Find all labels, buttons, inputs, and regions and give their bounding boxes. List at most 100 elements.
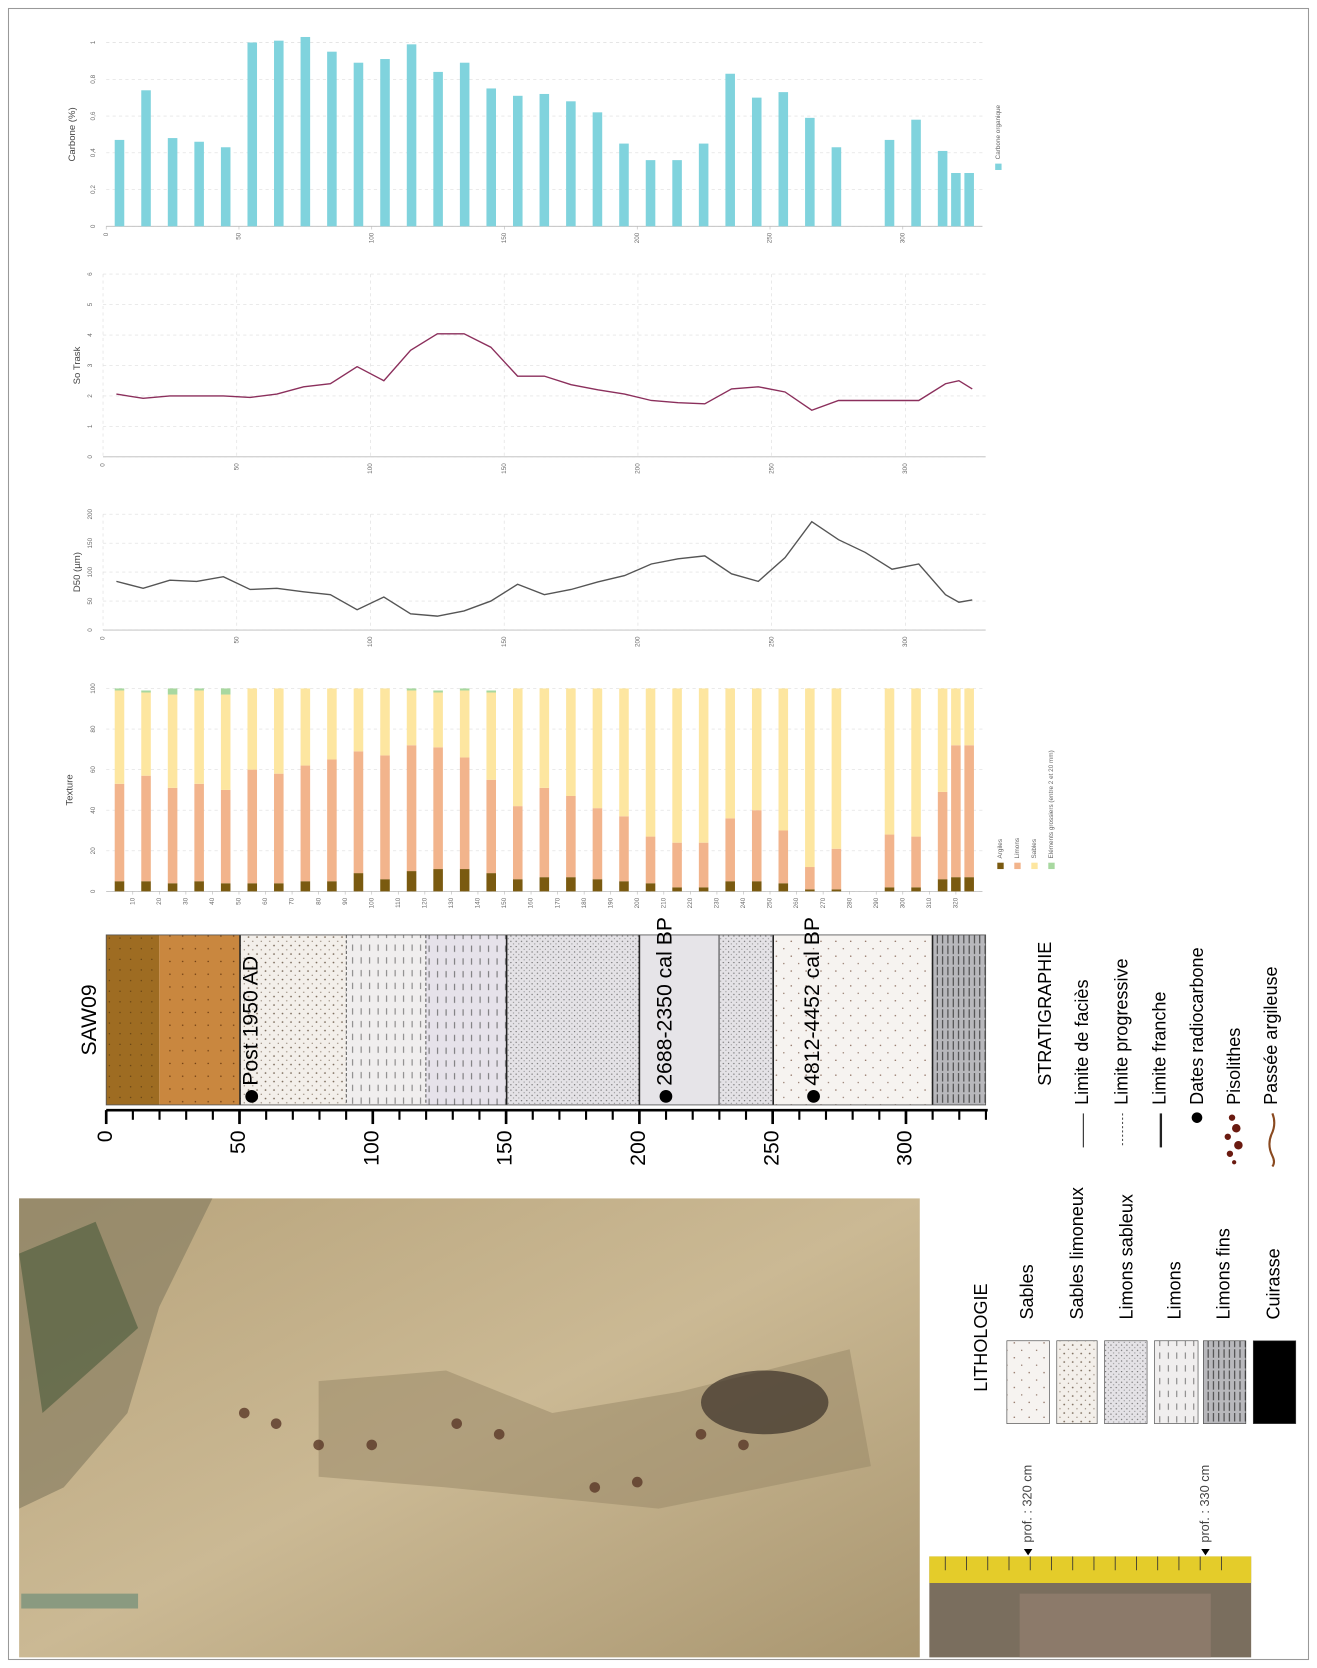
column-tick-label: 150 bbox=[493, 1130, 517, 1165]
bar bbox=[805, 117, 815, 227]
y-tick-label: 4 bbox=[87, 333, 94, 337]
x-tick-label: 230 bbox=[714, 897, 721, 908]
x-tick-label: 100 bbox=[367, 636, 374, 647]
legend-swatch bbox=[997, 862, 1004, 870]
bar bbox=[672, 160, 682, 227]
bar bbox=[433, 690, 443, 693]
y-tick-label: 0,4 bbox=[90, 148, 97, 157]
y-axis-label: Texture bbox=[65, 774, 76, 805]
bar bbox=[672, 887, 682, 892]
x-tick-label: 300 bbox=[902, 463, 909, 474]
column-tick-label: 250 bbox=[759, 1130, 783, 1165]
bar bbox=[274, 773, 284, 884]
legend-title: STRATIGRAPHIE bbox=[1035, 942, 1055, 1086]
bar bbox=[194, 688, 204, 691]
x-tick-label: 50 bbox=[236, 897, 243, 905]
column-tick-label: 50 bbox=[226, 1130, 250, 1154]
bar bbox=[911, 887, 921, 892]
bar bbox=[141, 881, 151, 892]
bar bbox=[672, 688, 682, 843]
bar bbox=[778, 688, 789, 831]
x-tick-label: 150 bbox=[501, 897, 508, 908]
strat-legend-symbols bbox=[1082, 1112, 1276, 1168]
bar bbox=[831, 147, 842, 227]
x-tick-label: 300 bbox=[902, 636, 909, 647]
y-tick-label: 0,8 bbox=[90, 74, 97, 83]
column-title: SAW09 bbox=[77, 984, 101, 1055]
y-tick-label: 2 bbox=[87, 394, 94, 398]
bar bbox=[619, 688, 629, 817]
y-tick-label: 1 bbox=[87, 424, 94, 428]
bar bbox=[592, 112, 603, 227]
bar bbox=[539, 93, 550, 227]
bar bbox=[645, 688, 656, 837]
y-tick-label: 5 bbox=[87, 302, 94, 306]
y-axis-label: D50 (µm) bbox=[72, 552, 83, 592]
bar bbox=[141, 690, 151, 693]
legend-label: Cuirasse bbox=[1263, 1248, 1283, 1319]
frame bbox=[7, 7, 1310, 1661]
bar bbox=[220, 694, 231, 790]
x-tick-label: 50 bbox=[236, 232, 243, 240]
bar bbox=[645, 883, 656, 892]
tape-label: prof. : 330 cm bbox=[1197, 1465, 1212, 1543]
bar bbox=[951, 745, 961, 878]
bar bbox=[327, 688, 337, 760]
bar bbox=[937, 688, 948, 792]
tape-label: prof. : 320 cm bbox=[1019, 1465, 1034, 1543]
legend-label: Pisolithes bbox=[1224, 1028, 1244, 1105]
bar bbox=[247, 769, 258, 884]
y-tick-label: 200 bbox=[87, 508, 94, 519]
bar bbox=[114, 783, 125, 882]
bar bbox=[114, 688, 125, 691]
bar bbox=[751, 881, 762, 892]
bar bbox=[274, 883, 284, 892]
bar bbox=[114, 881, 125, 892]
column-tick-label: 100 bbox=[359, 1130, 383, 1165]
x-tick-label: 40 bbox=[209, 897, 216, 905]
bar bbox=[459, 757, 470, 870]
bar bbox=[247, 42, 258, 227]
bar bbox=[539, 688, 550, 788]
legend-label: Argiles bbox=[997, 839, 1004, 858]
bar bbox=[884, 834, 895, 888]
x-tick-label: 30 bbox=[183, 897, 190, 905]
bar bbox=[300, 36, 311, 227]
x-tick-label: 250 bbox=[767, 232, 774, 243]
bar bbox=[433, 71, 443, 227]
bar bbox=[353, 62, 364, 227]
x-tick-label: 130 bbox=[448, 897, 455, 908]
bar bbox=[592, 688, 603, 809]
bar bbox=[512, 806, 523, 880]
bar bbox=[406, 690, 417, 746]
bar bbox=[220, 688, 231, 695]
bar bbox=[645, 836, 656, 884]
y-tick-label: 6 bbox=[87, 272, 94, 276]
x-tick-label: 320 bbox=[953, 897, 960, 908]
bar bbox=[459, 688, 470, 691]
bar bbox=[964, 688, 974, 746]
litho-legend-swatches bbox=[1006, 1340, 1297, 1424]
x-tick-label: 160 bbox=[528, 897, 535, 908]
legend-label: Sables bbox=[1031, 839, 1038, 858]
bar bbox=[751, 810, 762, 882]
bar bbox=[167, 138, 178, 227]
bar bbox=[353, 873, 364, 892]
legend-label: Sables bbox=[1017, 1264, 1037, 1319]
line bbox=[116, 520, 973, 617]
date-marker bbox=[807, 1090, 820, 1103]
x-tick-label: 150 bbox=[501, 463, 508, 474]
bar bbox=[964, 877, 974, 892]
legend-label: Passée argileuse bbox=[1261, 966, 1281, 1104]
bar bbox=[698, 143, 709, 227]
bar bbox=[327, 759, 337, 882]
bar bbox=[911, 836, 921, 888]
bar bbox=[884, 139, 895, 227]
bar bbox=[884, 887, 895, 892]
legend-label: Limite de faciès bbox=[1072, 980, 1092, 1105]
y-tick-label: 0,2 bbox=[90, 185, 97, 194]
bar bbox=[167, 688, 178, 695]
bar bbox=[167, 694, 178, 788]
bar bbox=[698, 842, 709, 888]
legend-swatch bbox=[1048, 862, 1055, 870]
